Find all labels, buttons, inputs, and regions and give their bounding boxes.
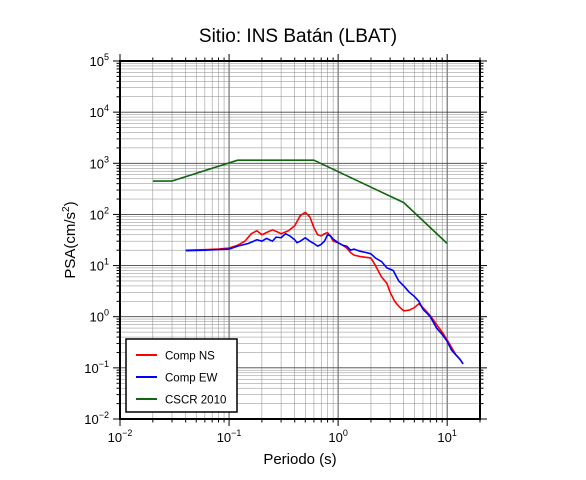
y-tick-label-exp: 5 — [104, 52, 109, 62]
legend-label-2: Comp EW — [165, 373, 218, 385]
y-tick-label-base: 10 — [90, 105, 104, 120]
x-axis-label: Periodo (s) — [263, 451, 336, 468]
y-tick-label-exp: 1 — [104, 257, 109, 267]
data-series — [152, 159, 464, 365]
x-tick-label: 10−1 — [217, 428, 242, 445]
x-tick-label: 101 — [437, 428, 456, 445]
y-tick-label: 100 — [90, 308, 109, 325]
y-tick-label-exp: −2 — [99, 410, 109, 420]
y-tick-label-exp: −1 — [99, 359, 109, 369]
y-tick-label-base: 10 — [90, 207, 104, 222]
x-tick-label-exp: 1 — [452, 428, 457, 438]
legend-label-1: Comp NS — [165, 351, 215, 363]
series-line-3 — [152, 159, 448, 245]
y-tick-label: 103 — [90, 154, 109, 171]
x-tick-label: 100 — [328, 428, 347, 445]
y-tick-label-exp: 4 — [104, 103, 109, 113]
x-tick-label-base: 10 — [437, 430, 451, 445]
legend-label-3: CSCR 2010 — [165, 395, 226, 407]
x-tick-label-exp: 0 — [343, 428, 348, 438]
y-tick-label: 10−1 — [84, 359, 109, 376]
y-tick-label-exp: 3 — [104, 154, 109, 164]
x-tick-label-exp: −2 — [122, 428, 132, 438]
y-tick-label-exp: 0 — [104, 308, 109, 318]
y-tick-label: 101 — [90, 257, 109, 274]
y-tick-label-base: 10 — [90, 156, 104, 171]
y-axis-label-main: PSA(cm/s — [62, 212, 79, 279]
y-axis-label-close: ) — [62, 201, 79, 206]
plot-frame — [119, 60, 481, 420]
y-tick-label-base: 10 — [90, 54, 104, 69]
x-tick-label-base: 10 — [217, 430, 231, 445]
y-tick-label-base: 10 — [84, 361, 98, 376]
y-tick-label-base: 10 — [90, 259, 104, 274]
y-tick-label: 10−2 — [84, 410, 109, 427]
y-tick-label-base: 10 — [90, 310, 104, 325]
y-tick-label-exp: 2 — [104, 205, 109, 215]
chart-title: Sitio: INS Batán (LBAT) — [199, 26, 397, 47]
series-line-2 — [185, 232, 464, 365]
y-axis-label-superscript: 2 — [61, 206, 72, 212]
y-tick-label: 102 — [90, 205, 109, 222]
x-tick-label: 10−2 — [108, 428, 133, 445]
y-tick-label: 104 — [90, 103, 109, 120]
legend: Comp NS Comp EW CSCR 2010 — [125, 338, 238, 413]
x-tick-label-base: 10 — [108, 430, 122, 445]
x-tick-label-exp: −1 — [231, 428, 241, 438]
y-tick-label-base: 10 — [84, 412, 98, 427]
x-tick-label-base: 10 — [328, 430, 342, 445]
y-axis-label: PSA(cm/s2) — [61, 201, 79, 278]
y-tick-label: 105 — [90, 52, 109, 69]
